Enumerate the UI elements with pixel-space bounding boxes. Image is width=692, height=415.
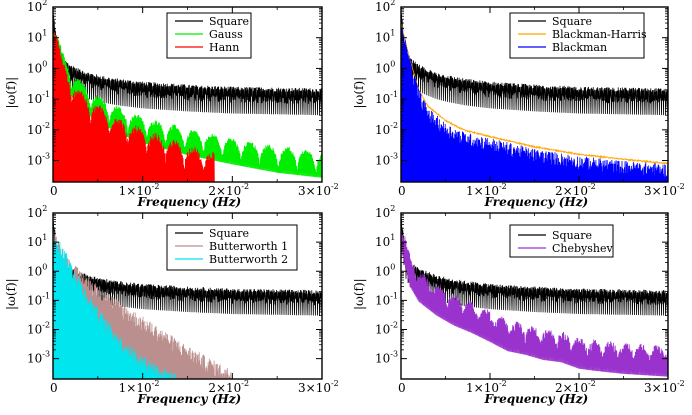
y-axis-label: |ω(f)| (4, 77, 18, 109)
x-tick-label: 0 (398, 184, 406, 198)
y-axis-label: |ω(f)| (4, 278, 18, 310)
y-tick-label: 102 (375, 0, 395, 14)
x-tick-label: 1×10-2 (119, 182, 160, 198)
y-tick-label: 100 (375, 262, 395, 278)
y-tick-label: 10-1 (27, 90, 50, 106)
y-tick-label: 10-2 (375, 321, 398, 337)
x-axis-label: Frequency (Hz) (137, 392, 242, 406)
y-tick-label: 10-1 (375, 291, 398, 307)
y-tick-label: 10-1 (375, 90, 398, 106)
legend-label: Blackman-Harris (552, 28, 647, 41)
series-group (53, 9, 322, 182)
x-tick-label: 0 (50, 381, 58, 395)
x-axis-label: Frequency (Hz) (484, 392, 589, 406)
x-tick-label: 0 (398, 381, 406, 395)
chart-panel-3: 102 101 100 10-1 10-2 10-3 0 1×10-2 2×10-2 3×10-2… (4, 204, 339, 406)
legend-label: Hann (209, 41, 239, 54)
y-axis-label: |ω(f)| (352, 77, 366, 109)
x-tick-label: 3×10-2 (644, 182, 685, 198)
y-tick-label: 10-2 (375, 121, 398, 137)
legend-label: Square (552, 229, 592, 242)
y-tick-label: 101 (27, 29, 47, 45)
x-tick-label: 2×10-2 (555, 182, 596, 198)
y-axis-label: |ω(f)| (352, 278, 366, 310)
series-line-blackman-harris (401, 22, 668, 165)
x-tick-label: 1×10-2 (466, 379, 507, 395)
legend-label: Butterworth 1 (209, 240, 288, 253)
legend-label: Square (552, 15, 592, 28)
x-tick-label: 3×10-2 (298, 379, 339, 395)
series-line-chebyshev (401, 230, 668, 377)
y-tick-label: 101 (375, 29, 395, 45)
y-tick-label: 100 (27, 262, 47, 278)
y-tick-label: 10-3 (27, 152, 50, 168)
y-tick-label: 102 (375, 204, 395, 220)
series-group (401, 215, 668, 377)
y-tick-label: 102 (27, 204, 47, 220)
x-tick-label: 2×10-2 (555, 379, 596, 395)
y-tick-label: 101 (27, 233, 47, 249)
x-tick-label: 1×10-2 (466, 182, 507, 198)
x-tick-label: 3×10-2 (298, 182, 339, 198)
legend-label: Chebyshev (552, 242, 614, 255)
y-tick-label: 10-2 (27, 121, 50, 137)
y-tick-label: 10-3 (375, 152, 398, 168)
x-tick-label: 0 (50, 184, 58, 198)
x-tick-label: 2×10-2 (208, 182, 249, 198)
chart-panel-2: 102 101 100 10-1 10-2 10-3 0 1×10-2 2×10-2 3×10-2… (352, 0, 685, 209)
x-axis-label: Frequency (Hz) (137, 195, 242, 209)
series-group (53, 216, 322, 379)
legend-label: Blackman (552, 41, 607, 54)
y-tick-label: 101 (375, 233, 395, 249)
legend-box (509, 224, 614, 258)
legend-label: Square (209, 227, 249, 240)
legend-label: Square (209, 15, 249, 28)
y-tick-label: 10-1 (27, 291, 50, 307)
y-tick-label: 10-2 (27, 321, 50, 337)
y-tick-label: 10-3 (27, 350, 50, 366)
x-axis-label: Frequency (Hz) (484, 195, 589, 209)
legend-label: Gauss (209, 28, 243, 41)
x-tick-label: 2×10-2 (208, 379, 249, 395)
series-line-square (401, 10, 668, 116)
chart-panel-4: 102 101 100 10-1 10-2 10-3 0 1×10-2 2×10-2 3×10-2… (352, 204, 685, 406)
y-tick-label: 10-3 (375, 350, 398, 366)
x-tick-label: 3×10-2 (644, 379, 685, 395)
legend-label: Butterworth 2 (209, 253, 288, 266)
series-group (401, 10, 668, 182)
chart-panel-1: 102 101 100 10-1 10-2 10-3 0 1×10-2 2×10-2 3×10-2… (4, 0, 339, 209)
x-tick-label: 1×10-2 (119, 379, 160, 395)
y-tick-label: 100 (375, 59, 395, 75)
y-tick-label: 100 (27, 59, 47, 75)
y-tick-label: 102 (27, 0, 47, 14)
